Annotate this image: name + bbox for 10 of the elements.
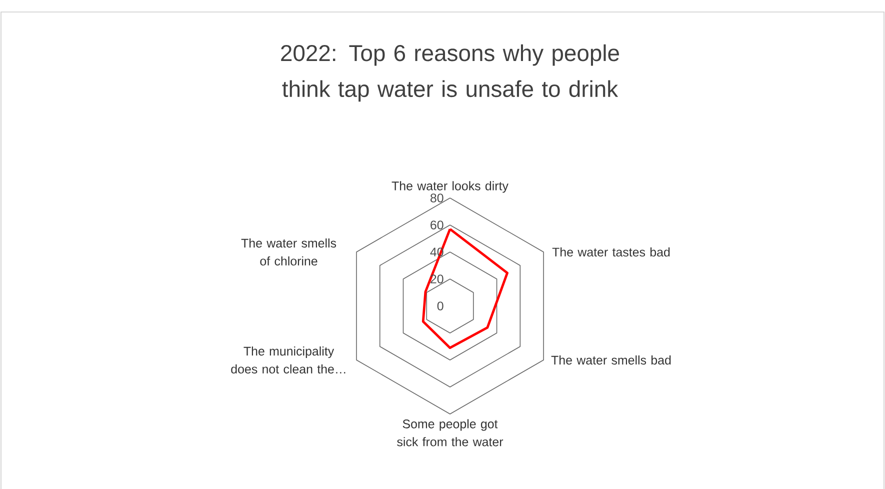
spoke-label: The water smells of chlorine [241, 238, 336, 266]
y-tick-label: 60 [430, 220, 444, 230]
spoke-label: The water smells bad [551, 355, 671, 365]
spoke-label: The water looks dirty [392, 181, 508, 193]
y-tick-label: 0 [437, 302, 444, 310]
spoke-label: The water tastes bad [552, 247, 670, 257]
chart-title: 2022: Top 6 reasons why people think tap water is unsafe to drink [281, 44, 619, 102]
y-tick-label: 80 [430, 194, 444, 202]
spoke-label: Some people got sick from the water [397, 419, 504, 446]
spoke-label: The municipality does not clean the… [231, 346, 346, 374]
